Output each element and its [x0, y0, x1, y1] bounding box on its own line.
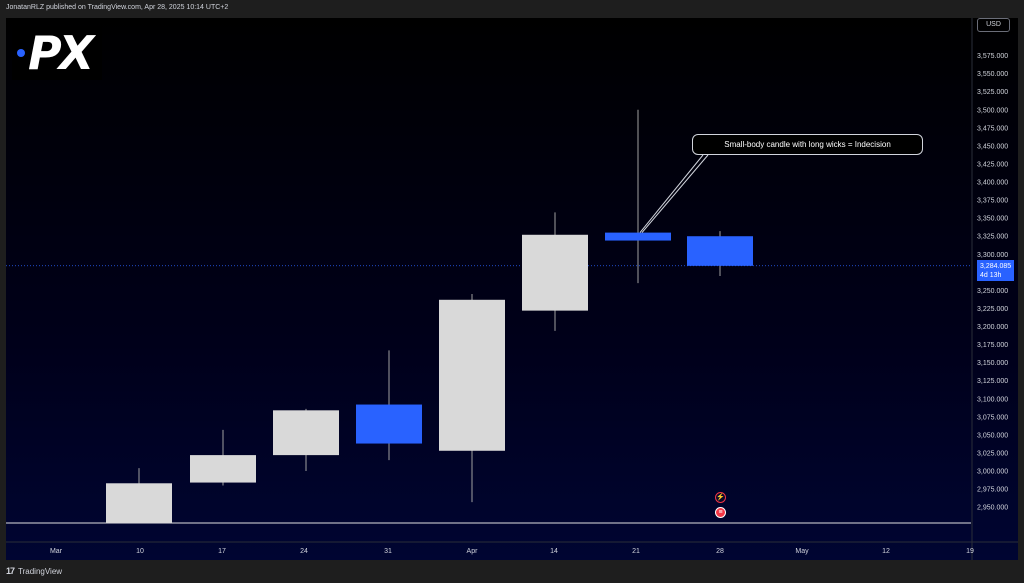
- candlestick-chart[interactable]: 2,950.000 2,975.000 3,000.000 3,025.000 3,05…: [6, 18, 1018, 560]
- annotation-pointer: [641, 154, 709, 233]
- y-tick-label: 3,325.000: [977, 234, 1008, 241]
- y-tick-label: 3,225.000: [977, 306, 1008, 313]
- y-tick-label: 3,375.000: [977, 198, 1008, 205]
- y-tick-label: 3,125.000: [977, 378, 1008, 385]
- x-tick-label: May: [795, 548, 809, 555]
- x-tick-label: 17: [218, 548, 226, 555]
- x-tick-label: 24: [300, 548, 308, 555]
- candle[interactable]: [522, 212, 588, 331]
- y-tick-label: 3,425.000: [977, 161, 1008, 168]
- current-price-label: 3,284.085 4d 13h: [977, 260, 1014, 281]
- candle[interactable]: [356, 350, 422, 461]
- annotation-callout[interactable]: Small-body candle with long wicks = Inde…: [692, 134, 923, 155]
- current-price-value: 3,284.085: [980, 263, 1012, 270]
- x-tick-label: 10: [136, 548, 144, 555]
- candle[interactable]: [273, 408, 339, 471]
- annotation-pointer: [639, 154, 704, 233]
- candle-body[interactable]: [687, 236, 753, 266]
- candle-body[interactable]: [356, 404, 422, 444]
- x-tick-label: 19: [966, 548, 974, 555]
- candle-body[interactable]: [439, 299, 505, 451]
- y-tick-label: 3,000.000: [977, 469, 1008, 476]
- candle[interactable]: [439, 294, 505, 503]
- y-tick-label: 2,950.000: [977, 505, 1008, 512]
- y-tick-label: 3,350.000: [977, 216, 1008, 223]
- chart-area[interactable]: 2,950.000 2,975.000 3,000.000 3,025.000 3,05…: [6, 18, 1018, 560]
- candle-body[interactable]: [522, 234, 588, 311]
- y-tick-label: 3,175.000: [977, 342, 1008, 349]
- y-tick-label: 3,150.000: [977, 360, 1008, 367]
- tv-logo-icon: 17: [6, 566, 15, 576]
- y-tick-label: 3,200.000: [977, 324, 1008, 331]
- candle-body[interactable]: [106, 483, 172, 523]
- x-tick-label: Mar: [50, 548, 63, 555]
- y-tick-label: 3,550.000: [977, 71, 1008, 78]
- candle-body[interactable]: [190, 455, 256, 483]
- y-tick-label: 3,450.000: [977, 143, 1008, 150]
- x-tick-label: 12: [882, 548, 890, 555]
- x-tick-label: Apr: [467, 548, 479, 555]
- x-tick-label: 31: [384, 548, 392, 555]
- y-tick-label: 3,050.000: [977, 432, 1008, 439]
- us-flag-icon[interactable]: ≡: [715, 507, 726, 518]
- y-tick-label: 3,475.000: [977, 125, 1008, 132]
- y-tick-label: 3,400.000: [977, 180, 1008, 187]
- y-tick-label: 2,975.000: [977, 487, 1008, 494]
- logo-text: PX: [28, 26, 94, 80]
- candle[interactable]: [687, 231, 753, 276]
- y-tick-label: 3,100.000: [977, 396, 1008, 403]
- logo-dot-icon: [17, 49, 25, 57]
- y-tick-label: 3,075.000: [977, 414, 1008, 421]
- y-tick-label: 3,500.000: [977, 107, 1008, 114]
- y-tick-label: 3,575.000: [977, 53, 1008, 60]
- footer-brand: TradingView: [18, 566, 63, 576]
- y-tick-label: 3,250.000: [977, 288, 1008, 295]
- candle[interactable]: [605, 109, 671, 284]
- candle[interactable]: [106, 468, 172, 523]
- footer: 17 TradingView: [6, 566, 62, 576]
- y-tick-label: 3,300.000: [977, 252, 1008, 259]
- y-tick-label: 3,025.000: [977, 450, 1008, 457]
- x-tick-label: 14: [550, 548, 558, 555]
- candle-body[interactable]: [605, 232, 671, 241]
- y-tick-label: 3,525.000: [977, 89, 1008, 96]
- candle-countdown: 4d 13h: [980, 272, 1002, 279]
- currency-button[interactable]: USD: [977, 18, 1010, 32]
- candle-body[interactable]: [273, 410, 339, 456]
- x-tick-label: 21: [632, 548, 640, 555]
- px-logo: PX: [12, 26, 102, 80]
- x-tick-label: 28: [716, 548, 724, 555]
- candle[interactable]: [190, 429, 256, 486]
- publisher-text: JonatanRLZ published on TradingView.com,…: [6, 4, 229, 11]
- lightning-icon[interactable]: ⚡: [715, 492, 726, 503]
